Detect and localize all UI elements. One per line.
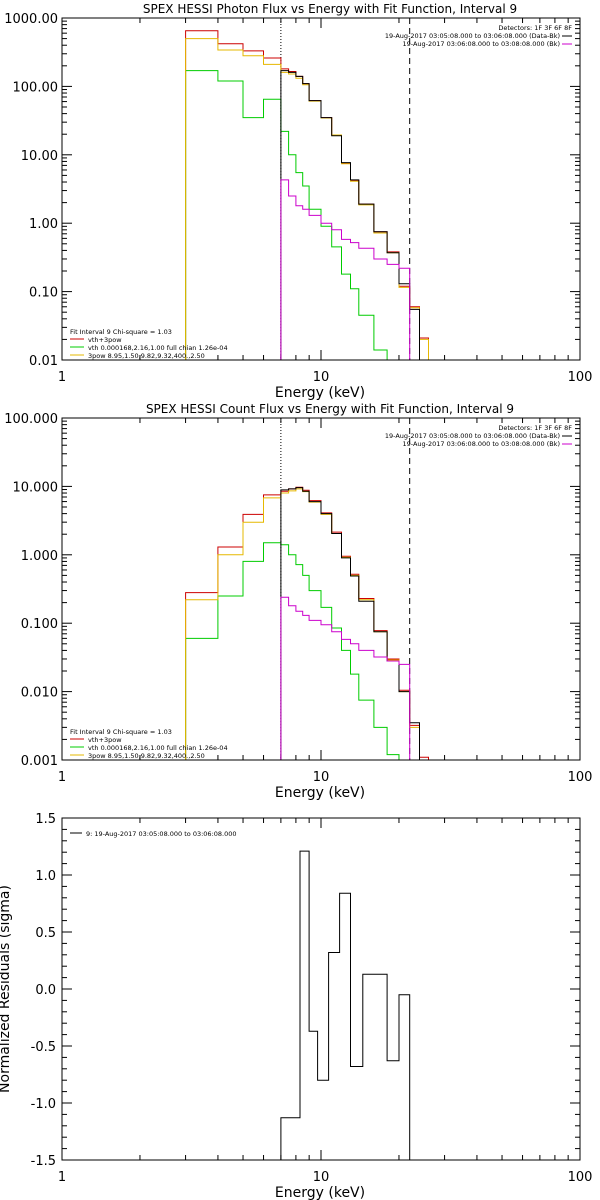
plot-frame: [61, 17, 581, 361]
x-tick-label: 1: [58, 1170, 66, 1185]
legend-entry: 9: 19-Aug-2017 03:05:08.000 to 03:06:08.…: [86, 830, 237, 838]
chart-title: SPEX HESSI Count Flux vs Energy with Fit…: [146, 402, 514, 416]
y-tick-label: 1.00: [29, 217, 58, 232]
legend: 9: 19-Aug-2017 03:05:08.000 to 03:06:08.…: [70, 830, 237, 838]
y-tick-label: 0.10: [29, 286, 58, 301]
plot-frame: [61, 817, 581, 1161]
legend-entry: vth+3pow: [88, 336, 122, 344]
legend-entry: vth 0.000168,2.16,1.00 full chian 1.26e-…: [88, 344, 228, 352]
series-step-line: [185, 30, 429, 360]
y-tick-label: 1.000: [21, 549, 58, 564]
legend-header: Fit Interval 9 Chi-square = 1.03: [70, 728, 172, 736]
info-box: Detectors: 1F 3F 6F 8F 19-Aug-2017 03:05…: [385, 24, 572, 48]
y-tick-label: 0.010: [21, 686, 58, 701]
x-tick-label: 100: [568, 1170, 593, 1185]
series-step-line: [280, 487, 420, 760]
panel-count-flux: SPEX HESSI Count Flux vs Energy with Fit…: [4, 402, 592, 801]
y-tick-label: 1.0: [35, 869, 56, 884]
info-line: 19-Aug-2017 03:05:08.000 to 03:06:08.000…: [385, 432, 560, 440]
legend-entry: 3pow 8.95,1.50,9.82,9.32,400.,2.50: [88, 752, 205, 760]
y-tick-label: 1000.00: [4, 12, 58, 27]
series-step-line: [185, 486, 429, 760]
x-axis-label: Energy (keV): [275, 385, 365, 401]
y-tick-label: -1.5: [31, 1154, 56, 1169]
legend-entry: vth 0.000168,2.16,1.00 full chian 1.26e-…: [88, 744, 228, 752]
panel-photon-flux: SPEX HESSI Photon Flux vs Energy with Fi…: [4, 2, 592, 401]
info-line: Detectors: 1F 3F 6F 8F: [498, 424, 572, 432]
series-step-line: [185, 70, 429, 360]
y-tick-label: 0.001: [21, 754, 58, 769]
legend: Fit Interval 9 Chi-square = 1.03 vth+3po…: [70, 328, 228, 360]
x-axis-label: Energy (keV): [275, 1185, 365, 1200]
info-box: Detectors: 1F 3F 6F 8F 19-Aug-2017 03:05…: [385, 424, 572, 448]
y-tick-label: 0.100: [21, 617, 58, 632]
legend-header: Fit Interval 9 Chi-square = 1.03: [70, 328, 172, 336]
y-tick-label: 10.000: [13, 480, 59, 495]
x-tick-label: 1: [58, 370, 66, 385]
y-tick-label: 0.5: [35, 926, 56, 941]
y-tick-label: 1.5: [35, 812, 56, 827]
x-tick-label: 10: [313, 1170, 330, 1185]
x-tick-label: 100: [568, 770, 593, 785]
panel-residuals: 1 10 100 -1.5 -1.0 -0.5 0.0 0.5 1.0 1.5 9: 19-Aug…: [0, 812, 592, 1200]
y-axis-label: Normalized Residuals (sigma): [0, 885, 13, 1093]
series-step-line: [185, 488, 429, 760]
info-line: 19-Aug-2017 03:05:08.000 to 03:06:08.000…: [385, 32, 560, 40]
x-tick-label: 10: [313, 370, 330, 385]
series-step-line: [280, 850, 411, 1160]
y-tick-label: 100.00: [13, 80, 59, 95]
x-axis-label: Energy (keV): [275, 785, 365, 801]
plot-frame: [61, 417, 581, 761]
y-tick-label: 0.0: [35, 983, 56, 998]
x-tick-label: 10: [313, 770, 330, 785]
x-tick-label: 100: [568, 370, 593, 385]
legend-entry: 3pow 8.95,1.50,9.82,9.32,400.,2.50: [88, 352, 205, 360]
info-line: 19-Aug-2017 03:06:08.000 to 03:08:08.000…: [403, 40, 560, 48]
legend-entry: vth+3pow: [88, 736, 122, 744]
info-line: 19-Aug-2017 03:06:08.000 to 03:08:08.000…: [403, 440, 560, 448]
series-step-line: [185, 542, 429, 760]
info-line: Detectors: 1F 3F 6F 8F: [498, 24, 572, 32]
series-step-line: [280, 596, 411, 760]
y-tick-label: 100.000: [4, 412, 58, 427]
y-tick-label: -0.5: [31, 1040, 56, 1055]
photon-flux-plot-layer: 1 10 100 0.01 0.10 1.00 10.00 100.00 1000.00: [4, 12, 592, 385]
y-tick-label: -1.0: [31, 1097, 56, 1112]
count-flux-plot-layer: 1 10 100 0.001 0.010 0.100 1.000 10.000 100.000: [4, 412, 592, 785]
x-tick-label: 1: [58, 770, 66, 785]
chart-title: SPEX HESSI Photon Flux vs Energy with Fi…: [143, 2, 517, 16]
legend: Fit Interval 9 Chi-square = 1.03 vth+3po…: [70, 728, 228, 760]
y-tick-label: 0.01: [29, 354, 58, 369]
series-step-line: [185, 38, 429, 360]
series-step-line: [280, 179, 411, 360]
y-tick-label: 10.00: [21, 149, 58, 164]
series-step-line: [280, 70, 420, 360]
residuals-plot-layer: 1 10 100 -1.5 -1.0 -0.5 0.0 0.5 1.0 1.5: [31, 812, 593, 1185]
